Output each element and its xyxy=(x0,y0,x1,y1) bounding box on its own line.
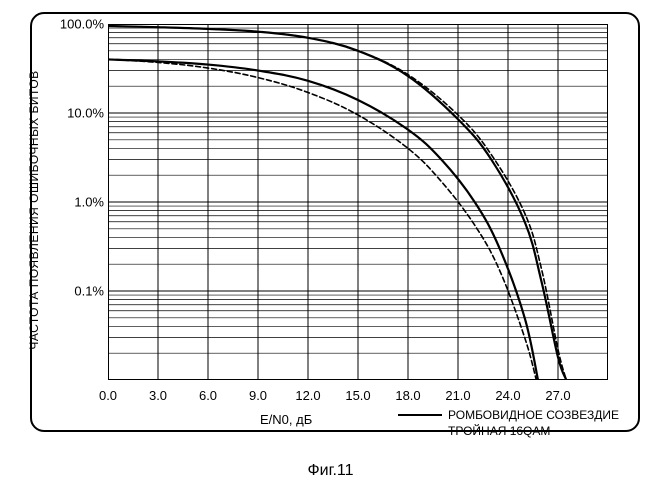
y-axis-label: ЧАСТОТА ПОЯВЛЕНИЯ ОШИБОЧНЫХ БИТОВ xyxy=(27,70,41,349)
legend-label: РОМБОВИДНОЕ СОЗВЕЗДИЕ xyxy=(448,408,619,422)
legend: РОМБОВИДНОЕ СОЗВЕЗДИЕ ТРОЙНАЯ 16QAM xyxy=(398,408,619,440)
x-tick-label: 9.0 xyxy=(249,388,267,403)
x-axis-label: E/N0, дБ xyxy=(260,412,312,427)
x-tick-label: 6.0 xyxy=(199,388,217,403)
figure-caption: Фиг.11 xyxy=(0,462,661,480)
x-tick-label: 24.0 xyxy=(495,388,520,403)
figure-page: ЧАСТОТА ПОЯВЛЕНИЯ ОШИБОЧНЫХ БИТОВ 100.0%… xyxy=(0,0,661,500)
x-tick-label: 12.0 xyxy=(295,388,320,403)
x-tick-label: 27.0 xyxy=(545,388,570,403)
y-tick-label: 0.1% xyxy=(54,284,104,299)
y-tick-label: 10.0% xyxy=(54,106,104,121)
x-tick-label: 0.0 xyxy=(99,388,117,403)
legend-item: ТРОЙНАЯ 16QAM xyxy=(398,424,619,438)
legend-item: РОМБОВИДНОЕ СОЗВЕЗДИЕ xyxy=(398,408,619,422)
legend-swatch-dashed xyxy=(398,425,442,437)
plot-area xyxy=(108,24,608,380)
y-tick-label: 1.0% xyxy=(54,195,104,210)
x-tick-label: 3.0 xyxy=(149,388,167,403)
x-tick-label: 18.0 xyxy=(395,388,420,403)
y-tick-label: 100.0% xyxy=(54,17,104,32)
legend-swatch-solid xyxy=(398,409,442,421)
x-tick-label: 15.0 xyxy=(345,388,370,403)
x-tick-label: 21.0 xyxy=(445,388,470,403)
legend-label: ТРОЙНАЯ 16QAM xyxy=(448,424,550,438)
